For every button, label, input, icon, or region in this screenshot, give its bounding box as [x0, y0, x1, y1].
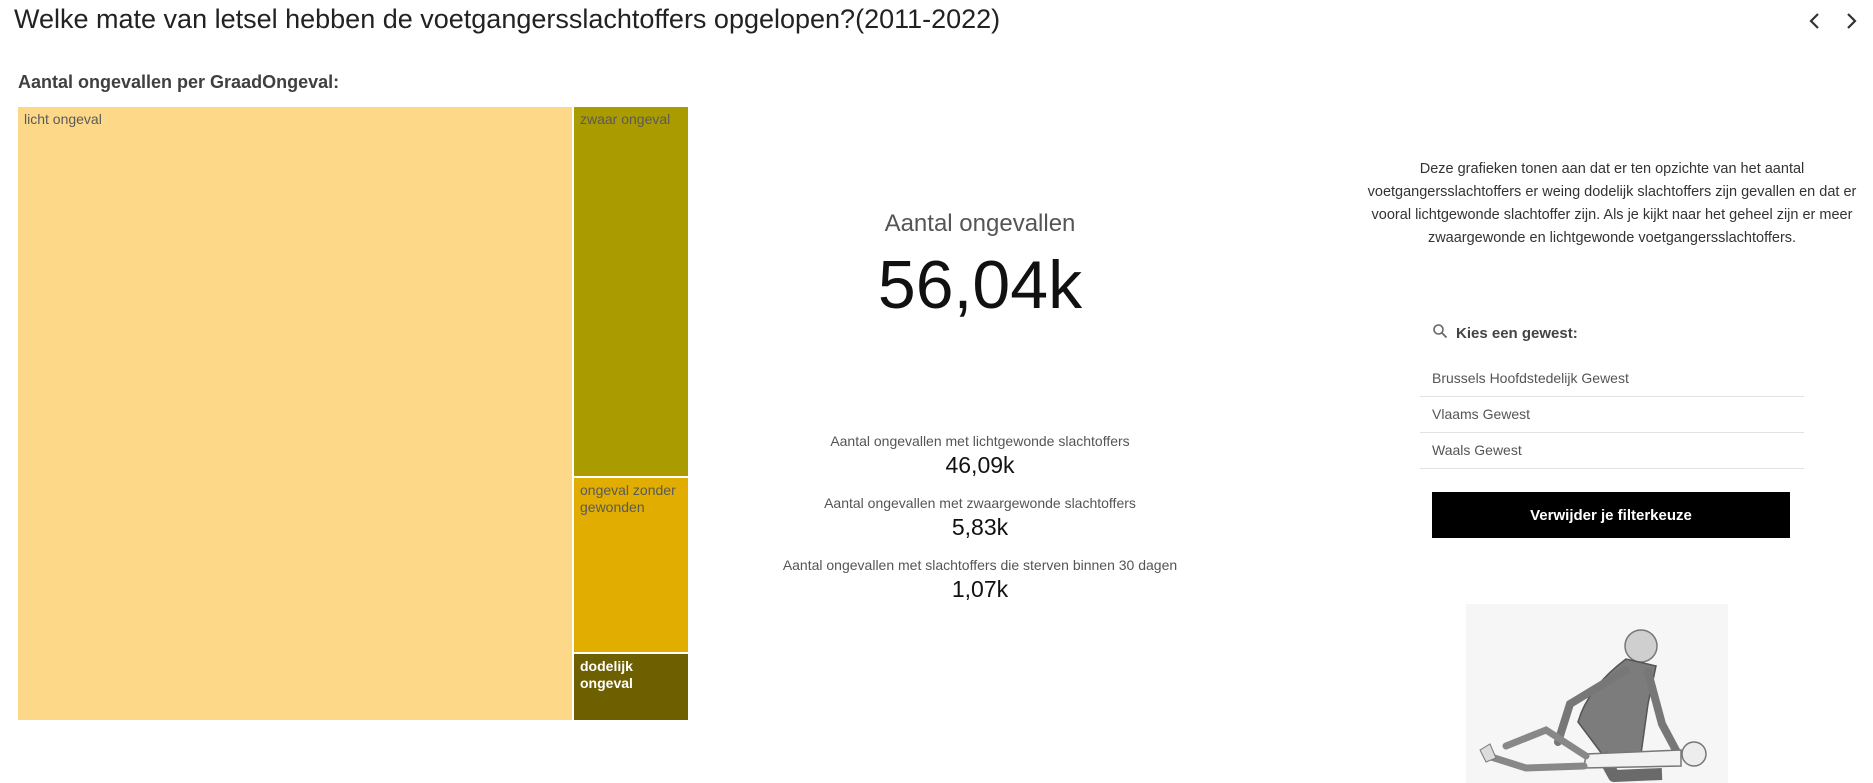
treemap-cell-zwaar-ongeval[interactable]: zwaar ongeval	[574, 107, 690, 478]
kpi-light-injuries: Aantal ongevallen met lichtgewonde slach…	[760, 433, 1200, 479]
treemap-cell-ongeval-zonder-gewonden[interactable]: ongeval zonder gewonden	[574, 478, 690, 654]
treemap-cell-label: zwaar ongeval	[580, 111, 671, 127]
treemap-cell-label: dodelijk ongeval	[580, 658, 633, 691]
treemap-chart: licht ongeval zwaar ongeval ongeval zond…	[18, 107, 690, 722]
kpi-label: Aantal ongevallen met lichtgewonde slach…	[830, 433, 1130, 449]
kpi-value: 1,07k	[951, 576, 1009, 602]
filter-header: Kies een gewest:	[1420, 322, 1804, 344]
filter-options: Brussels Hoofdstedelijk Gewest Vlaams Ge…	[1420, 361, 1804, 469]
kpi-fatalities: Aantal ongevallen met slachtoffers die s…	[760, 557, 1200, 603]
chevron-right-icon[interactable]	[1838, 8, 1864, 34]
kpi-label: Aantal ongevallen met slachtoffers die s…	[782, 557, 1178, 573]
treemap-cell-label: ongeval zonder gewonden	[580, 482, 676, 515]
treemap-cell-dodelijk-ongeval[interactable]: dodelijk ongeval	[574, 654, 690, 722]
treemap-cell-label: licht ongeval	[24, 111, 102, 127]
treemap-title: Aantal ongevallen per GraadOngeval:	[18, 72, 340, 92]
chevron-left-icon[interactable]	[1802, 8, 1828, 34]
kpi-value: 46,09k	[945, 452, 1015, 478]
filter-option-waals[interactable]: Waals Gewest	[1420, 433, 1804, 469]
filter-label: Kies een gewest:	[1456, 324, 1578, 342]
description-text: Deze grafieken tonen aan dat er ten opzi…	[1367, 161, 1857, 246]
page-title: Welke mate van letsel hebben de voetgang…	[14, 4, 1001, 34]
filter-option-brussels[interactable]: Brussels Hoofdstedelijk Gewest	[1420, 361, 1804, 397]
kpi-main-value: 56,04k	[877, 247, 1083, 323]
filter-option-vlaams[interactable]: Vlaams Gewest	[1420, 397, 1804, 433]
kpi-main-label: Aantal ongevallen	[884, 210, 1076, 237]
region-filter: Kies een gewest: Brussels Hoofdstedelijk…	[1420, 322, 1804, 469]
kpi-value: 5,83k	[951, 514, 1009, 540]
clear-filter-button[interactable]: Verwijder je filterkeuze	[1432, 492, 1790, 538]
first-aid-illustration	[1466, 604, 1728, 783]
kpi-serious-injuries: Aantal ongevallen met zwaargewonde slach…	[760, 495, 1200, 541]
search-icon[interactable]	[1432, 323, 1448, 343]
kpi-label: Aantal ongevallen met zwaargewonde slach…	[824, 495, 1136, 511]
treemap-cell-licht-ongeval[interactable]: licht ongeval	[18, 107, 574, 722]
